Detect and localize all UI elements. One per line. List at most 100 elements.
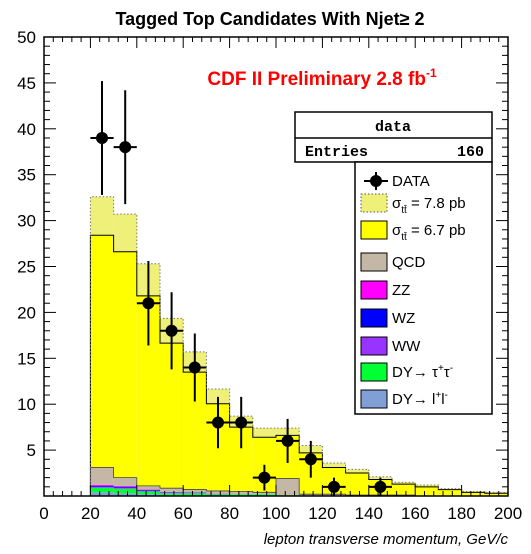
- legend-swatch-ww: [360, 336, 388, 356]
- legend-label-wz: WZ: [392, 310, 415, 327]
- bar-tt67-bin-12: [345, 473, 369, 496]
- bar-zz-bin-2: [113, 485, 137, 487]
- data-point-10: [304, 453, 317, 466]
- bar-tt78-bin-8: [252, 428, 276, 438]
- data-point-7: [235, 416, 248, 429]
- bar-tt67-bin-16: [438, 489, 462, 496]
- bar-tt67-bin-18: [484, 493, 508, 496]
- data-point-8: [258, 471, 271, 484]
- bar-dylep-bin-3: [136, 494, 160, 496]
- bar-tt78-bin-6: [206, 389, 230, 404]
- stats-entries-label: Entries: [305, 144, 368, 161]
- y-tick-label-5: 5: [27, 441, 36, 460]
- bar-tt67-bin-3: [136, 295, 160, 486]
- bar-tt67-bin-2: [113, 251, 137, 478]
- x-tick-label-120: 120: [308, 504, 336, 523]
- bar-dytau-bin-8: [252, 494, 276, 496]
- bar-tt67-bin-7: [229, 427, 253, 492]
- bar-qcd-bin-3: [136, 485, 160, 490]
- cdf-annotation: CDF II Preliminary 2.8 fb-1: [207, 66, 437, 90]
- bar-qcd-bin-4: [160, 488, 184, 492]
- legend-swatch-dytau: [360, 362, 388, 382]
- data-point-1: [96, 131, 108, 144]
- bar-qcd-bin-9: [276, 478, 300, 496]
- bar-dytau-bin-3: [136, 491, 160, 495]
- legend-label-ww: WW: [392, 338, 421, 355]
- legend: DATA σtt̄ = 7.8 pb σtt̄ = 6.7 pb QCD ZZ WZ WW D…: [354, 161, 493, 415]
- bar-qcd-bin-1: [90, 467, 114, 485]
- legend-entries: DATA σtt̄ = 7.8 pb σtt̄ = 6.7 pb QCD ZZ WZ WW D…: [360, 172, 466, 409]
- bar-dylep-bin-2: [113, 493, 137, 496]
- bar-qcd-bin-6: [206, 490, 230, 494]
- data-point-3: [142, 297, 155, 310]
- y-tick-label-30: 30: [17, 212, 36, 231]
- x-tick-label-100: 100: [262, 504, 290, 523]
- bar-qcd-bin-7: [229, 491, 253, 495]
- y-tick-label-20: 20: [17, 303, 36, 322]
- x-tick-labels: 0 20 40 60 80 100 120 140 160 180 200: [39, 504, 522, 523]
- bar-dytau-bin-6: [206, 494, 230, 496]
- x-axis-label: lepton transverse momentum, GeV/c: [264, 531, 509, 548]
- legend-label-dylep: DY→ l+l-: [392, 390, 448, 408]
- data-point-12: [374, 480, 387, 493]
- bar-tt67-bin-14: [392, 484, 416, 496]
- bar-ww-bin-2: [113, 487, 137, 489]
- tt78-outline: [89, 196, 509, 496]
- y-tick-label-50: 50: [17, 28, 36, 47]
- stats-box: data Entries 160: [294, 111, 493, 163]
- data-point-9: [281, 434, 294, 447]
- axis-ticks: [43, 36, 509, 497]
- legend-label-tt78: σtt̄ = 7.8 pb: [392, 195, 466, 216]
- bar-tt78-bin-2: [113, 214, 137, 252]
- bar-tt78-bin-12: [345, 469, 369, 474]
- data-point-11: [328, 480, 340, 493]
- legend-swatch-qcd: [360, 252, 388, 272]
- legend-label-zz: ZZ: [392, 282, 410, 299]
- data-point-4: [165, 324, 178, 337]
- stats-entries-value: 160: [457, 144, 484, 161]
- y-tick-label-35: 35: [17, 166, 36, 185]
- y-tick-label-45: 45: [17, 74, 36, 93]
- x-tick-label-160: 160: [401, 504, 429, 523]
- data-point-2: [119, 141, 132, 154]
- bar-ww-bin-1: [90, 486, 114, 488]
- legend-swatch-dylep: [360, 389, 388, 409]
- x-tick-label-200: 200: [494, 504, 522, 523]
- bar-qcd-bin-2: [113, 477, 137, 486]
- y-tick-label-15: 15: [17, 349, 36, 368]
- y-tick-labels: 5 10 15 20 25 30 35 40 45 50: [17, 28, 36, 460]
- bar-ww-bin-3: [136, 490, 160, 492]
- bar-zz-bin-1: [90, 484, 114, 486]
- y-tick-label-10: 10: [17, 395, 36, 414]
- bar-dylep-bin-1: [90, 492, 114, 496]
- legend-marker-data: [370, 175, 382, 187]
- legend-label-dytau: DY→ τ+τ-: [392, 363, 453, 381]
- bar-dytau-bin-7: [229, 494, 253, 496]
- bar-tt67-bin-17: [461, 492, 485, 496]
- legend-swatch-wz: [360, 308, 388, 328]
- legend-label-tt67: σtt̄ = 6.7 pb: [392, 222, 466, 243]
- bar-dytau-bin-2: [113, 488, 137, 494]
- bar-dytau-bin-1: [90, 487, 114, 493]
- stats-title: data: [375, 119, 411, 136]
- bar-tt67-bin-4: [160, 343, 184, 489]
- bar-tt78-bin-14: [392, 482, 416, 485]
- bar-dytau-bin-5: [183, 493, 207, 496]
- bar-tt78-bin-1: [90, 196, 114, 236]
- bar-qcd-bin-10: [299, 494, 323, 496]
- bar-tt67-bin-15: [415, 486, 439, 496]
- data-point-6: [212, 416, 224, 429]
- ttbar-7p8-outline: [89, 196, 509, 496]
- y-tick-label-25: 25: [17, 258, 36, 277]
- bar-qcd-bin-5: [183, 489, 207, 493]
- bar-tt78-bin-15: [415, 484, 439, 487]
- chart-title: Tagged Top Candidates With Njet≥ 2: [115, 9, 424, 29]
- x-tick-label-20: 20: [81, 504, 100, 523]
- bar-tt78-bin-11: [322, 462, 346, 468]
- bar-qcd-bin-8: [252, 492, 276, 495]
- data-points: [90, 81, 392, 496]
- x-tick-label-80: 80: [220, 504, 239, 523]
- bar-tt67-bin-1: [90, 235, 114, 468]
- x-tick-label-40: 40: [127, 504, 146, 523]
